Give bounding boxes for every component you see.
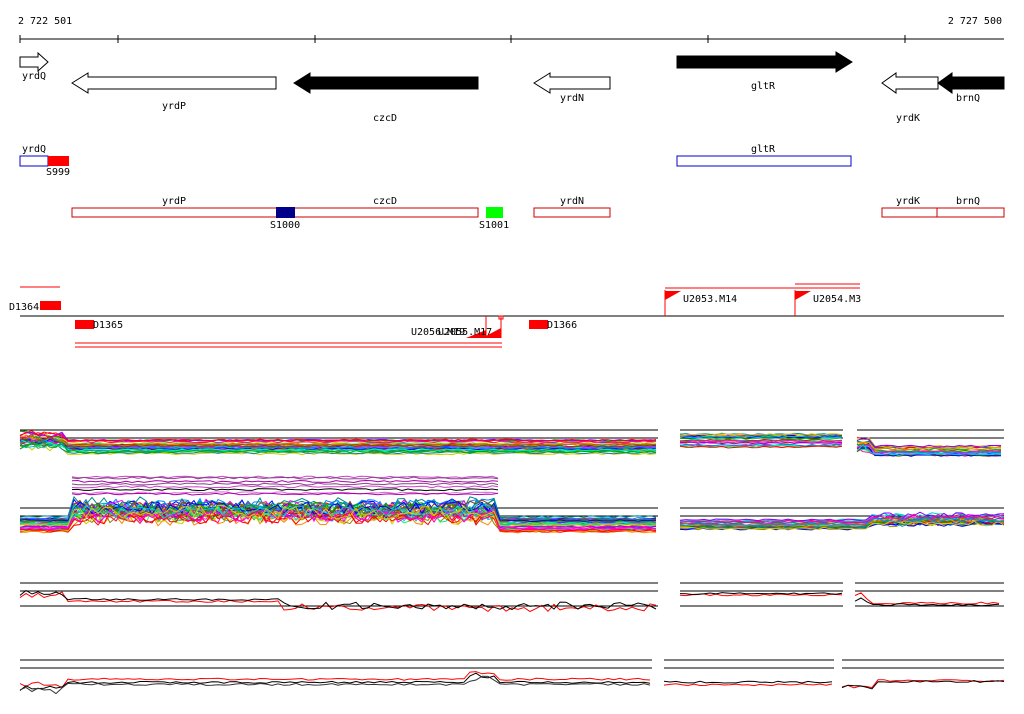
segment-label: S1001 [479,220,509,231]
transcript-track: yrdQ S999 gltR yrdP czcD S1000 S1001 yrd… [19,144,1005,231]
transcript-yrdK-brnQ[interactable]: yrdK brnQ [881,196,1005,218]
transcript-yrdP-czcD[interactable]: yrdP czcD [71,196,479,218]
coordinate-ruler: 2 722 501 2 727 500 [18,16,1004,43]
features-track: D1364 D1365 D1366 U2053.M14 U2054.M3 U20… [9,283,1004,348]
transcript-gltR[interactable]: gltR [676,144,852,167]
transcript-label: yrdQ [22,144,46,155]
feature-label: D1366 [547,320,577,331]
gene-label: yrdQ [22,71,46,82]
segment-S1000[interactable]: S1000 [270,207,300,231]
feature-D1364[interactable]: D1364 [9,301,61,313]
feature-U2054-M3[interactable]: U2054.M3 [794,290,861,316]
gene-label: czcD [373,113,397,124]
segment-label: S999 [46,167,70,178]
gene-brnQ[interactable]: brnQ [937,72,1005,104]
gene-label: yrdK [896,113,920,124]
transcript-yrdQ[interactable]: yrdQ [19,144,49,167]
gene-label: yrdN [560,93,584,104]
feature-label: U2055.M17 [438,327,492,338]
transcript-label: gltR [751,144,776,155]
transcript-label: yrdN [560,196,584,207]
segment-S1001[interactable]: S1001 [479,207,509,231]
transcript-label: brnQ [956,196,980,207]
segment-S999[interactable]: S999 [46,156,70,178]
end-coordinate: 2 727 500 [948,16,1002,27]
feature-D1366[interactable]: D1366 [529,320,577,331]
gene-label: yrdP [162,101,186,112]
gene-yrdQ[interactable]: yrdQ [19,51,49,82]
gene-gltR[interactable]: gltR [676,51,853,92]
feature-label: D1364 [9,302,39,313]
expression-profiles [19,429,1005,695]
transcript-label: yrdK [896,196,920,207]
feature-label: U2056.M19 [411,327,465,338]
gene-yrdN[interactable]: yrdN [533,72,611,104]
transcript-label: yrdP [162,196,186,207]
gene-yrdP[interactable]: yrdP [71,72,277,112]
transcript-label: czcD [373,196,397,207]
segment-label: S1000 [270,220,300,231]
feature-D1365[interactable]: D1365 [75,320,123,331]
feature-label: U2054.M3 [813,294,861,305]
start-coordinate: 2 722 501 [18,16,72,27]
transcript-yrdN[interactable]: yrdN [533,196,611,218]
feature-label: D1365 [93,320,123,331]
feature-label: U2053.M14 [683,294,737,305]
feature-U2056-M19[interactable]: U2056.M19 [411,315,504,338]
gene-label: brnQ [956,93,980,104]
gene-czcD[interactable]: czcD [293,72,479,124]
gene-yrdK[interactable]: yrdK [881,72,939,124]
gene-label: gltR [751,81,776,92]
feature-U2055-M17[interactable]: U2055.M17 [438,316,492,338]
feature-U2053-M14[interactable]: U2053.M14 [664,290,737,316]
gene-track: yrdQ yrdP czcD yrdN gltR yrdK brnQ [19,51,1005,124]
